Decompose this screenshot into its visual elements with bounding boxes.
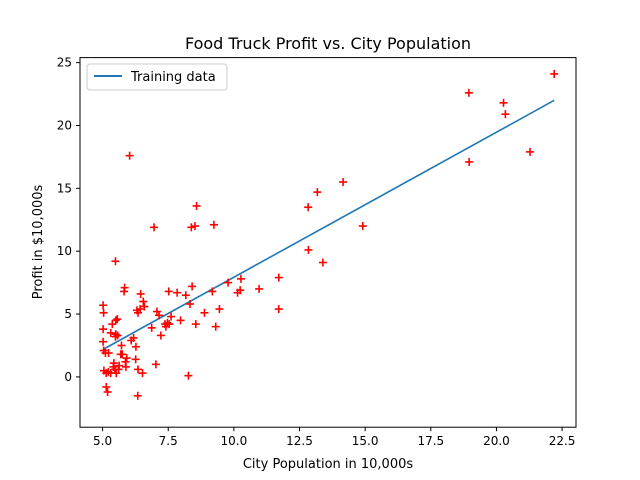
- data-point: [318, 258, 327, 267]
- data-point: [191, 222, 200, 231]
- data-point: [106, 328, 115, 337]
- data-point: [165, 320, 174, 329]
- data-point: [111, 316, 120, 325]
- data-point: [304, 245, 313, 254]
- legend-box: [86, 63, 228, 91]
- y-axis-label: Profit in $10,000s: [31, 184, 46, 299]
- data-point: [111, 330, 120, 339]
- data-point: [173, 288, 182, 297]
- x-axis-label: City Population in 10,000s: [243, 457, 414, 472]
- data-point: [215, 305, 224, 314]
- data-point: [313, 188, 322, 197]
- data-point: [118, 350, 127, 359]
- data-point: [167, 312, 176, 321]
- data-point: [176, 316, 185, 325]
- data-point: [501, 110, 510, 119]
- data-point: [208, 287, 217, 296]
- data-point: [224, 278, 233, 287]
- data-point: [99, 301, 108, 310]
- data-point: [99, 308, 108, 317]
- data-point: [550, 69, 559, 78]
- fit-line: [102, 99, 555, 350]
- data-point: [117, 341, 126, 350]
- data-point: [211, 322, 220, 331]
- data-point: [192, 201, 201, 210]
- data-point: [121, 362, 130, 371]
- y-tick-label: 20: [57, 118, 72, 132]
- y-tick-label: 5: [64, 307, 72, 321]
- data-point: [236, 274, 245, 283]
- data-point: [140, 302, 149, 311]
- y-tick-label: 15: [57, 181, 72, 195]
- data-point: [138, 369, 147, 378]
- data-point: [156, 331, 165, 340]
- data-point: [187, 223, 196, 232]
- legend-label: Training data: [130, 70, 216, 85]
- data-point: [136, 289, 145, 298]
- data-point: [163, 318, 172, 327]
- data-point: [136, 305, 145, 314]
- data-point: [102, 382, 111, 391]
- y-tick-label: 0: [64, 370, 72, 384]
- data-point: [151, 360, 160, 369]
- chart-title: Food Truck Profit vs. City Population: [185, 34, 471, 53]
- data-point: [274, 305, 283, 314]
- data-point: [115, 361, 124, 370]
- legend: Training data: [86, 63, 228, 91]
- data-point: [304, 203, 313, 212]
- data-point: [129, 333, 138, 342]
- x-tick-label: 7.5: [159, 434, 178, 448]
- data-point: [111, 257, 120, 266]
- data-point: [255, 284, 264, 293]
- data-point: [150, 223, 159, 232]
- x-tick-label: 22.5: [549, 434, 576, 448]
- data-point: [133, 391, 142, 400]
- data-point: [184, 371, 193, 380]
- data-point: [188, 282, 197, 291]
- plot-area: [99, 69, 559, 400]
- data-point: [104, 349, 113, 358]
- data-point: [465, 157, 474, 166]
- x-axis: 5.0 7.5 10.0 12.5 15.0 17.5 20.0 22.5: [93, 427, 575, 448]
- y-axis: 0 5 10 15 20 25: [57, 56, 80, 384]
- data-point: [131, 355, 140, 364]
- x-tick-label: 12.5: [286, 434, 313, 448]
- data-point: [122, 354, 131, 363]
- data-point: [113, 331, 122, 340]
- data-point: [526, 147, 535, 156]
- y-tick-label: 10: [57, 244, 72, 258]
- x-tick-label: 5.0: [93, 434, 112, 448]
- data-point: [147, 323, 156, 332]
- data-point: [99, 325, 108, 334]
- data-point: [200, 308, 209, 317]
- data-point: [358, 222, 367, 231]
- data-point: [120, 283, 129, 292]
- data-point: [134, 365, 143, 374]
- data-point: [99, 337, 108, 346]
- x-tick-label: 10.0: [221, 434, 248, 448]
- data-point: [131, 342, 140, 351]
- data-point: [191, 320, 200, 329]
- data-point: [499, 98, 508, 107]
- axes-frame: [79, 57, 577, 428]
- data-point: [209, 220, 218, 229]
- data-point: [155, 311, 164, 320]
- data-point: [164, 287, 173, 296]
- data-point: [274, 273, 283, 282]
- x-tick-label: 15.0: [352, 434, 379, 448]
- y-tick-label: 25: [57, 56, 72, 70]
- data-point: [125, 151, 134, 160]
- data-point: [181, 291, 190, 300]
- data-point: [113, 315, 122, 324]
- data-point: [339, 178, 348, 187]
- x-tick-label: 20.0: [483, 434, 510, 448]
- data-point: [186, 300, 195, 308]
- data-point: [103, 388, 112, 396]
- data-point: [464, 88, 473, 97]
- data-point: [139, 297, 148, 306]
- x-tick-label: 17.5: [417, 434, 444, 448]
- data-point: [109, 359, 118, 368]
- data-point: [236, 286, 245, 295]
